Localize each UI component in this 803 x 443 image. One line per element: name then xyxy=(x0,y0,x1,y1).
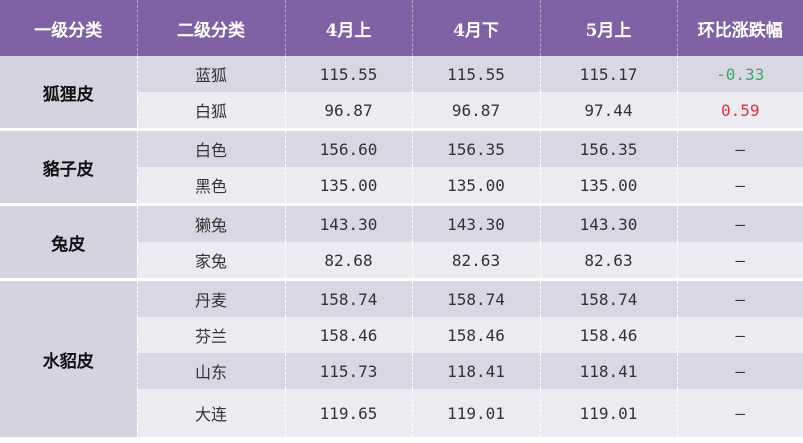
table-row: 山东 115.73 118.41 118.41– xyxy=(0,353,803,389)
column-header: 5月上 xyxy=(539,0,677,56)
category-cell: 貉子皮 xyxy=(0,128,137,205)
price-cell: 135.00 xyxy=(284,167,412,205)
change-cell: – xyxy=(676,242,803,280)
price-cell: 158.74 xyxy=(411,278,540,317)
change-cell: – xyxy=(676,317,803,353)
category-cell: 兔皮 xyxy=(0,203,137,280)
price-cell: 143.30 xyxy=(284,203,412,242)
subcategory-cell: 丹麦 xyxy=(136,278,285,317)
column-header: 环比涨跌幅 xyxy=(676,0,803,56)
subcategory-cell: 芬兰 xyxy=(136,317,285,353)
table-row: 貉子皮 白色 156.60 156.35 156.35– xyxy=(0,128,803,205)
price-cell: 158.46 xyxy=(284,317,412,353)
price-cell: 119.01 xyxy=(411,389,540,437)
subcategory-cell: 蓝狐 xyxy=(136,56,285,92)
price-cell: 156.60 xyxy=(284,128,412,167)
price-cell: 115.73 xyxy=(284,353,412,389)
price-cell: 156.35 xyxy=(411,128,540,167)
change-cell: – xyxy=(676,353,803,389)
change-cell: 0.59 xyxy=(676,92,803,130)
column-header: 4月上 xyxy=(284,0,412,56)
price-cell: 158.46 xyxy=(539,317,677,353)
price-cell: 96.87 xyxy=(284,92,412,130)
price-cell: 158.46 xyxy=(411,317,540,353)
price-cell: 115.55 xyxy=(411,56,540,92)
price-cell: 82.68 xyxy=(284,242,412,280)
price-cell: 82.63 xyxy=(411,242,540,280)
subcategory-cell: 家兔 xyxy=(136,242,285,280)
change-cell: – xyxy=(676,128,803,167)
price-cell: 143.30 xyxy=(411,203,540,242)
change-cell: -0.33 xyxy=(676,56,803,92)
price-cell: 97.44 xyxy=(539,92,677,130)
table-row: 兔皮 獭兔 143.30 143.30 143.30– xyxy=(0,203,803,280)
table-row: 狐狸皮 蓝狐 115.55 115.55 115.17 -0.33 xyxy=(0,56,803,130)
price-cell: 96.87 xyxy=(411,92,540,130)
price-cell: 118.41 xyxy=(411,353,540,389)
price-cell: 158.74 xyxy=(284,278,412,317)
subcategory-cell: 黑色 xyxy=(136,167,285,205)
change-cell: – xyxy=(676,389,803,437)
price-cell: 156.35 xyxy=(539,128,677,167)
table-row: 黑色 135.00 135.00 135.00– xyxy=(0,167,803,205)
table-row: 家兔 82.68 82.63 82.63– xyxy=(0,242,803,280)
price-cell: 119.65 xyxy=(284,389,412,437)
table-row: 大连 119.65 119.01 119.01– xyxy=(0,389,803,437)
category-cell: 水貂皮 xyxy=(0,278,137,437)
subcategory-cell: 大连 xyxy=(136,389,285,437)
category-cell: 狐狸皮 xyxy=(0,56,137,130)
column-header: 4月下 xyxy=(411,0,540,56)
header-row: 一级分类 二级分类 4月上 4月下 5月上 环比涨跌幅 xyxy=(0,0,803,56)
price-cell: 115.55 xyxy=(284,56,412,92)
price-cell: 82.63 xyxy=(539,242,677,280)
table-row: 芬兰 158.46 158.46 158.46– xyxy=(0,317,803,353)
subcategory-cell: 白狐 xyxy=(136,92,285,130)
table-row: 水貂皮 丹麦 158.74 158.74 158.74– xyxy=(0,278,803,437)
subcategory-cell: 山东 xyxy=(136,353,285,389)
subcategory-cell: 白色 xyxy=(136,128,285,167)
change-cell: – xyxy=(676,203,803,242)
table-row: 白狐 96.87 96.87 97.44 0.59 xyxy=(0,92,803,130)
price-cell: 119.01 xyxy=(539,389,677,437)
column-header: 二级分类 xyxy=(136,0,285,56)
price-cell: 118.41 xyxy=(539,353,677,389)
price-cell: 158.74 xyxy=(539,278,677,317)
price-cell: 135.00 xyxy=(411,167,540,205)
price-cell: 135.00 xyxy=(539,167,677,205)
change-cell: – xyxy=(676,167,803,205)
price-cell: 115.17 xyxy=(539,56,677,92)
price-cell: 143.30 xyxy=(539,203,677,242)
column-header: 一级分类 xyxy=(0,0,137,56)
change-cell: – xyxy=(676,278,803,317)
subcategory-cell: 獭兔 xyxy=(136,203,285,242)
